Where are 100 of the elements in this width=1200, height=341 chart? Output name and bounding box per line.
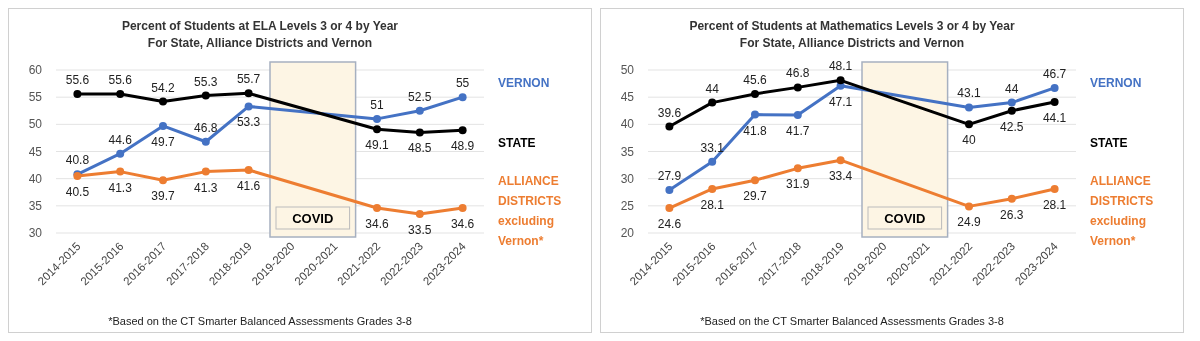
point bbox=[116, 167, 125, 176]
point bbox=[665, 204, 674, 213]
point bbox=[159, 121, 167, 130]
data-label: 46.7 bbox=[1042, 66, 1067, 81]
point bbox=[373, 204, 381, 213]
point bbox=[965, 202, 973, 211]
y-tick-label: 45 bbox=[620, 90, 635, 105]
data-label: 41.3 bbox=[108, 180, 133, 195]
point bbox=[708, 98, 717, 107]
data-label: 31.9 bbox=[786, 177, 810, 192]
data-label: 54.2 bbox=[151, 80, 175, 95]
y-tick-label: 25 bbox=[620, 198, 635, 213]
text: VERNON bbox=[1090, 76, 1142, 91]
point bbox=[201, 167, 210, 176]
data-label: 48.9 bbox=[450, 139, 475, 154]
data-label: 46.8 bbox=[786, 66, 810, 81]
data-label: 41.3 bbox=[194, 180, 218, 195]
point bbox=[244, 165, 253, 174]
data-label: 24.6 bbox=[657, 217, 682, 232]
text: *Based on the CT Smarter Balanced Assessments Grades 3-8 bbox=[700, 315, 1004, 327]
data-label: 34.6 bbox=[365, 217, 389, 232]
point bbox=[1007, 98, 1016, 107]
point bbox=[836, 76, 845, 85]
data-label: 44.1 bbox=[1042, 111, 1067, 126]
y-tick-label: 30 bbox=[28, 226, 43, 240]
point bbox=[708, 157, 717, 166]
y-tick-label: 40 bbox=[28, 171, 43, 186]
band-label: COVID bbox=[292, 211, 334, 226]
point bbox=[415, 106, 424, 115]
data-label: 49.1 bbox=[365, 138, 389, 153]
chart-subtitle: For State, Alliance Districts and Vernon bbox=[739, 36, 965, 50]
data-label: 45.6 bbox=[743, 72, 767, 87]
data-label: 40.8 bbox=[65, 153, 90, 168]
point bbox=[373, 114, 381, 123]
text: VERNON bbox=[498, 76, 550, 91]
point bbox=[751, 89, 759, 98]
point bbox=[965, 120, 973, 129]
y-tick-label: 45 bbox=[28, 144, 43, 159]
data-label: 51 bbox=[370, 97, 384, 112]
point bbox=[244, 102, 253, 111]
data-label: 55.7 bbox=[236, 72, 261, 87]
y-tick-label: 30 bbox=[620, 171, 635, 186]
point bbox=[73, 89, 82, 98]
data-label: 33.1 bbox=[700, 140, 725, 155]
data-label: 29.7 bbox=[743, 189, 767, 204]
text: STATE bbox=[1090, 136, 1128, 151]
point bbox=[1050, 98, 1059, 107]
data-label: 48.1 bbox=[828, 59, 853, 74]
text: STATE bbox=[498, 136, 536, 151]
data-label: 49.7 bbox=[151, 134, 175, 149]
data-label: 27.9 bbox=[657, 169, 682, 184]
point bbox=[373, 125, 381, 134]
point bbox=[201, 91, 210, 100]
data-label: 55.6 bbox=[65, 72, 90, 87]
point bbox=[1050, 184, 1059, 193]
point bbox=[1050, 83, 1059, 92]
point bbox=[793, 83, 802, 92]
data-label: 26.3 bbox=[1000, 207, 1024, 222]
data-label: 33.4 bbox=[828, 169, 853, 184]
point bbox=[159, 176, 167, 185]
chart-title: Percent of Students at ELA Levels 3 or 4 by Year bbox=[121, 19, 399, 33]
text: ALLIANCE DISTRICTS excluding Vernon* bbox=[1090, 173, 1154, 248]
chart-subtitle: For State, Alliance Districts and Vernon bbox=[147, 36, 373, 50]
point bbox=[708, 184, 717, 193]
y-tick-label: 35 bbox=[28, 198, 43, 213]
point bbox=[458, 126, 467, 135]
data-label: 28.1 bbox=[1042, 197, 1067, 212]
data-label: 53.3 bbox=[236, 115, 261, 130]
text: *Based on the CT Smarter Balanced Assessments Grades 3-8 bbox=[108, 315, 412, 327]
band-label: COVID bbox=[884, 211, 926, 226]
y-tick-label: 20 bbox=[620, 226, 635, 240]
point bbox=[116, 149, 125, 158]
point bbox=[1007, 106, 1016, 115]
point bbox=[793, 111, 802, 120]
y-tick-label: 35 bbox=[620, 144, 635, 159]
y-tick-label: 50 bbox=[620, 63, 635, 77]
data-label: 33.5 bbox=[408, 222, 432, 237]
point bbox=[665, 186, 674, 195]
data-label: 44.6 bbox=[108, 132, 133, 147]
point bbox=[415, 128, 424, 137]
data-label: 55 bbox=[455, 76, 470, 91]
point bbox=[458, 93, 467, 102]
data-label: 28.1 bbox=[700, 197, 725, 212]
point bbox=[1007, 194, 1016, 203]
data-label: 47.1 bbox=[828, 94, 853, 109]
data-label: 55.3 bbox=[194, 74, 218, 89]
chart-title: Percent of Students at Mathematics Levels 3 or 4 by Year bbox=[689, 19, 1015, 33]
data-label: 43.1 bbox=[957, 86, 981, 101]
point bbox=[836, 156, 845, 165]
point bbox=[244, 89, 253, 98]
data-label: 44 bbox=[705, 81, 720, 96]
data-label: 40 bbox=[962, 133, 976, 148]
data-label: 39.6 bbox=[657, 105, 682, 120]
point bbox=[751, 176, 759, 185]
data-label: 24.9 bbox=[957, 215, 981, 230]
data-label: 52.5 bbox=[408, 89, 432, 104]
data-label: 39.7 bbox=[151, 189, 175, 204]
point bbox=[665, 122, 674, 131]
y-tick-label: 60 bbox=[28, 63, 43, 77]
y-tick-label: 50 bbox=[28, 117, 43, 132]
